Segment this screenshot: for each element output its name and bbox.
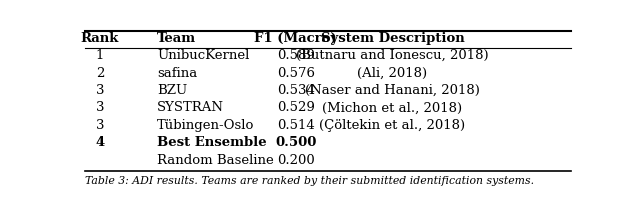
Text: (Çöltekin et al., 2018): (Çöltekin et al., 2018) — [319, 119, 465, 132]
Text: Team: Team — [157, 32, 196, 45]
Text: Table 3: ADI results. Teams are ranked by their submitted identification systems: Table 3: ADI results. Teams are ranked b… — [85, 176, 534, 186]
Text: 3: 3 — [95, 84, 104, 97]
Text: Rank: Rank — [81, 32, 119, 45]
Text: F1 (Macro): F1 (Macro) — [255, 32, 337, 45]
Text: 0.500: 0.500 — [275, 136, 316, 149]
Text: 0.529: 0.529 — [277, 101, 315, 114]
Text: (Naser and Hanani, 2018): (Naser and Hanani, 2018) — [305, 84, 480, 97]
Text: safina: safina — [157, 67, 197, 80]
Text: 0.534: 0.534 — [277, 84, 315, 97]
Text: UnibucKernel: UnibucKernel — [157, 49, 249, 62]
Text: SYSTRAN: SYSTRAN — [157, 101, 224, 114]
Text: (Michon et al., 2018): (Michon et al., 2018) — [323, 101, 463, 114]
Text: 0.576: 0.576 — [276, 67, 315, 80]
Text: 1: 1 — [95, 49, 104, 62]
Text: 2: 2 — [95, 67, 104, 80]
Text: 3: 3 — [95, 101, 104, 114]
Text: 0.589: 0.589 — [277, 49, 315, 62]
Text: Random Baseline: Random Baseline — [157, 154, 274, 166]
Text: (Ali, 2018): (Ali, 2018) — [357, 67, 428, 80]
Text: 3: 3 — [95, 119, 104, 132]
Text: Tübingen-Oslo: Tübingen-Oslo — [157, 119, 254, 132]
Text: (Butnaru and Ionescu, 2018): (Butnaru and Ionescu, 2018) — [296, 49, 489, 62]
Text: System Description: System Description — [321, 32, 465, 45]
Text: 4: 4 — [95, 136, 104, 149]
Text: 0.514: 0.514 — [277, 119, 315, 132]
Text: BZU: BZU — [157, 84, 187, 97]
Text: Best Ensemble: Best Ensemble — [157, 136, 266, 149]
Text: 0.200: 0.200 — [277, 154, 315, 166]
